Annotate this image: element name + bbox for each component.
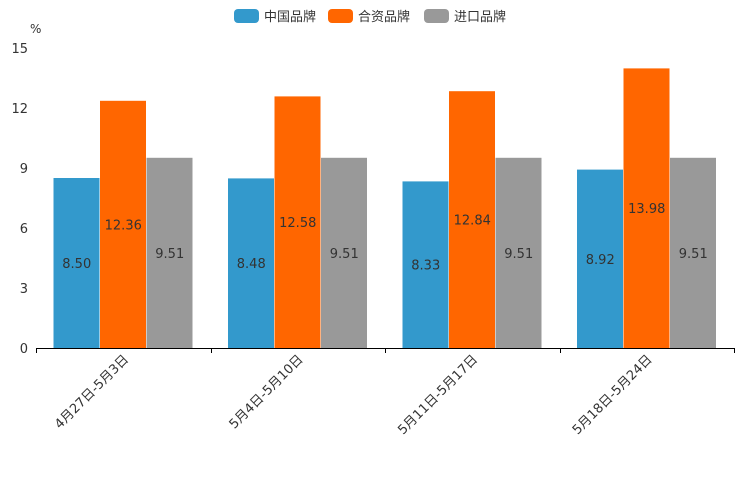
legend-label: 中国品牌	[264, 9, 316, 25]
bar-value-label: 9.51	[330, 247, 359, 262]
legend-swatch	[234, 9, 259, 23]
y-tick-label: 15	[11, 42, 28, 57]
legend: 中国品牌 合资品牌 进口品牌	[234, 9, 506, 25]
bar	[146, 157, 193, 348]
bar-value-label: 8.50	[62, 257, 91, 272]
bars	[53, 68, 716, 349]
y-axis: 0 3 6 9 12 15	[11, 42, 28, 357]
bar	[321, 157, 367, 348]
bar	[402, 181, 449, 348]
data-labels: 8.50 12.36 9.51 8.48 12.58 9.51 8.33 12.84 9.51 8…	[62, 202, 707, 274]
bar-value-label: 9.51	[679, 247, 708, 262]
y-axis-unit: %	[30, 22, 41, 36]
legend-label: 合资品牌	[358, 9, 410, 25]
bar	[449, 91, 495, 348]
bar	[623, 68, 670, 349]
bar-value-label: 8.33	[411, 259, 440, 274]
bar-value-label: 13.98	[628, 202, 665, 217]
bar	[53, 178, 100, 348]
legend-label: 进口品牌	[454, 9, 506, 25]
bar	[274, 96, 321, 349]
bar-value-label: 8.48	[237, 257, 266, 272]
legend-swatch	[328, 9, 353, 23]
bar	[577, 169, 623, 348]
bar-value-label: 9.51	[155, 247, 184, 262]
x-tick-label: 5月18日-5月24日	[570, 352, 656, 438]
x-axis: 4月27日-5月3日 5月4日-5月10日 5月11日-5月17日 5月18日-5月2…	[36, 348, 735, 438]
bar-value-label: 8.92	[586, 253, 615, 268]
bar-value-label: 12.36	[105, 218, 142, 233]
y-tick-label: 12	[11, 102, 28, 117]
y-tick-label: 3	[20, 282, 28, 297]
legend-swatch	[424, 9, 449, 23]
x-tick-label: 4月27日-5月3日	[52, 352, 132, 432]
bar-value-label: 12.58	[279, 216, 316, 231]
y-tick-label: 0	[20, 342, 28, 357]
x-tick-label: 5月11日-5月17日	[395, 352, 481, 438]
x-tick-label: 5月4日-5月10日	[227, 352, 307, 432]
bar	[228, 178, 274, 348]
bar	[100, 100, 146, 348]
bar-value-label: 12.84	[454, 214, 491, 229]
y-tick-label: 9	[20, 162, 28, 177]
y-tick-label: 6	[20, 222, 28, 237]
bar	[670, 157, 716, 348]
bar-value-label: 9.51	[504, 247, 533, 262]
bar	[495, 157, 542, 348]
